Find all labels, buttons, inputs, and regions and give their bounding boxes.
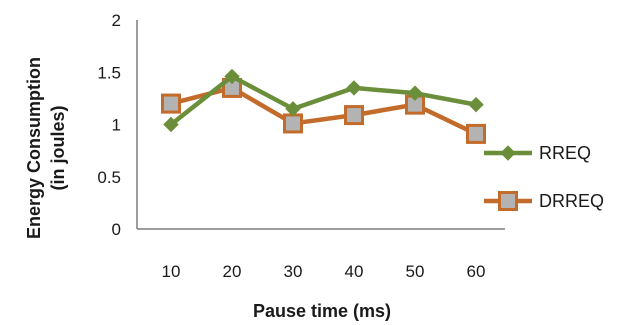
y-axis-title: Energy Consumption (in joules) — [24, 57, 68, 239]
drreq-point — [161, 93, 181, 114]
x-tick-label: 10 — [162, 262, 181, 281]
drreq-point — [283, 113, 303, 134]
drreq-point — [344, 105, 364, 126]
x-tick-label: 50 — [406, 262, 425, 281]
rreq-point — [163, 116, 179, 133]
y-tick-label: 2 — [112, 11, 121, 30]
rreq-point — [468, 96, 484, 113]
x-axis-title: Pause time (ms) — [253, 301, 391, 321]
y-tick-label: 1.5 — [97, 63, 121, 82]
legend-marker-rreq — [500, 145, 516, 161]
x-tick-label: 40 — [345, 262, 364, 281]
tick-labels: 0 0.5 1 1.5 2 10 20 30 40 50 60 — [97, 11, 485, 281]
y-tick-label: 0.5 — [97, 168, 121, 187]
rreq-point — [224, 68, 240, 85]
y-tick-label: 1 — [112, 116, 121, 135]
rreq-point — [407, 85, 423, 101]
y-tick-label: 0 — [112, 220, 121, 239]
rreq-point — [285, 101, 301, 117]
rreq-point — [346, 80, 362, 96]
y-axis-title-line-2: (in joules) — [48, 105, 68, 190]
legend-label-rreq: RREQ — [539, 143, 591, 163]
x-tick-label: 20 — [223, 262, 242, 281]
drreq-point — [466, 123, 486, 144]
legend-marker-drreq — [498, 191, 518, 211]
y-axis-title-line-1: Energy Consumption — [24, 57, 44, 239]
x-tick-label: 60 — [467, 262, 486, 281]
legend: RREQ DRREQ — [484, 143, 604, 211]
drreq-line — [170, 85, 477, 136]
rreq-line — [169, 74, 477, 127]
x-tick-label: 30 — [284, 262, 303, 281]
series-layer — [161, 68, 486, 144]
legend-label-drreq: DRREQ — [539, 191, 604, 211]
